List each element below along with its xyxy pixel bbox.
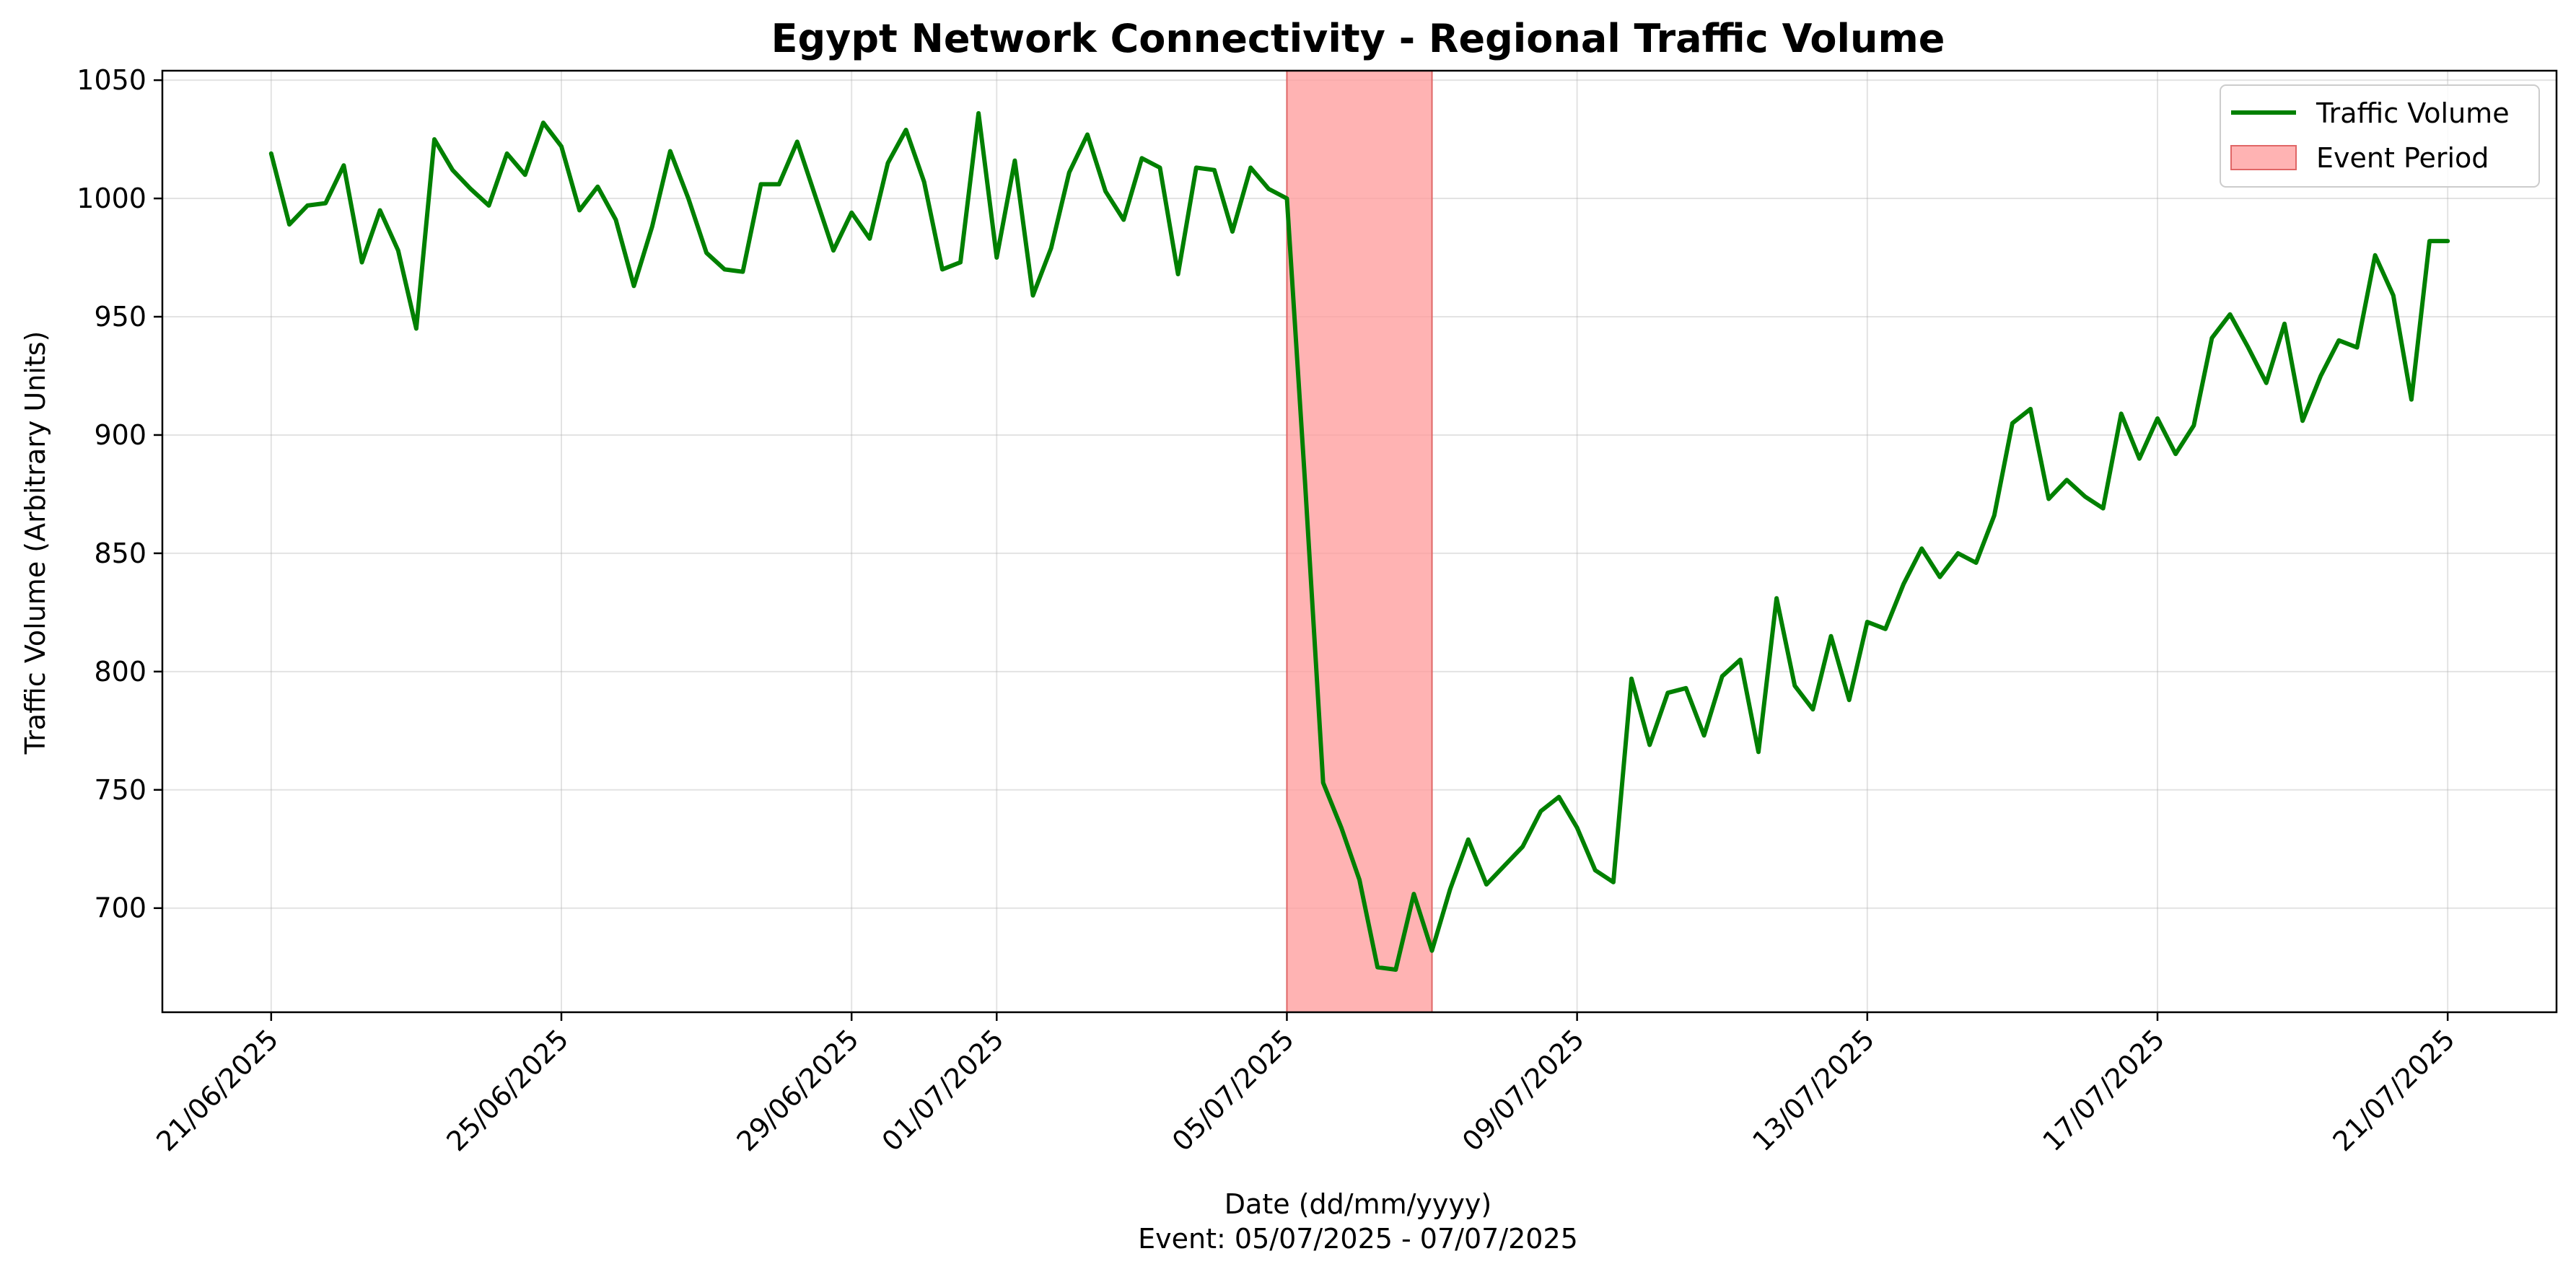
y-axis-ticks: 700 750 800 850 900 950 1000 1050 xyxy=(76,64,162,924)
y-tick-label: 850 xyxy=(94,537,146,569)
legend-patch-event xyxy=(2230,145,2297,170)
y-tick-label: 1050 xyxy=(76,64,146,96)
event-layer xyxy=(1286,70,1433,1013)
legend-label-traffic: Traffic Volume xyxy=(2316,97,2510,129)
traffic-volume-line xyxy=(268,111,2450,972)
y-axis-label: Traffic Volume (Arbitrary Units) xyxy=(19,331,51,755)
chart-title: Egypt Network Connectivity - Regional Tr… xyxy=(771,16,1945,61)
legend-box xyxy=(2220,84,2540,188)
y-tick-label: 800 xyxy=(94,656,146,688)
legend: Traffic Volume Event Period xyxy=(2220,84,2540,188)
event-caption: Event: 05/07/2025 - 07/07/2025 xyxy=(1138,1223,1578,1255)
series-layer xyxy=(268,111,2450,972)
y-tick-label: 750 xyxy=(94,774,146,806)
y-tick-label: 900 xyxy=(94,419,146,451)
y-tick-label: 1000 xyxy=(76,183,146,214)
y-tick-label: 950 xyxy=(94,301,146,333)
x-axis-label: Date (dd/mm/yyyy) xyxy=(1225,1188,1491,1220)
event-period-band xyxy=(1286,70,1433,1013)
legend-label-event: Event Period xyxy=(2316,142,2489,174)
y-tick-label: 700 xyxy=(94,892,146,924)
plot-frame xyxy=(161,69,2558,1014)
